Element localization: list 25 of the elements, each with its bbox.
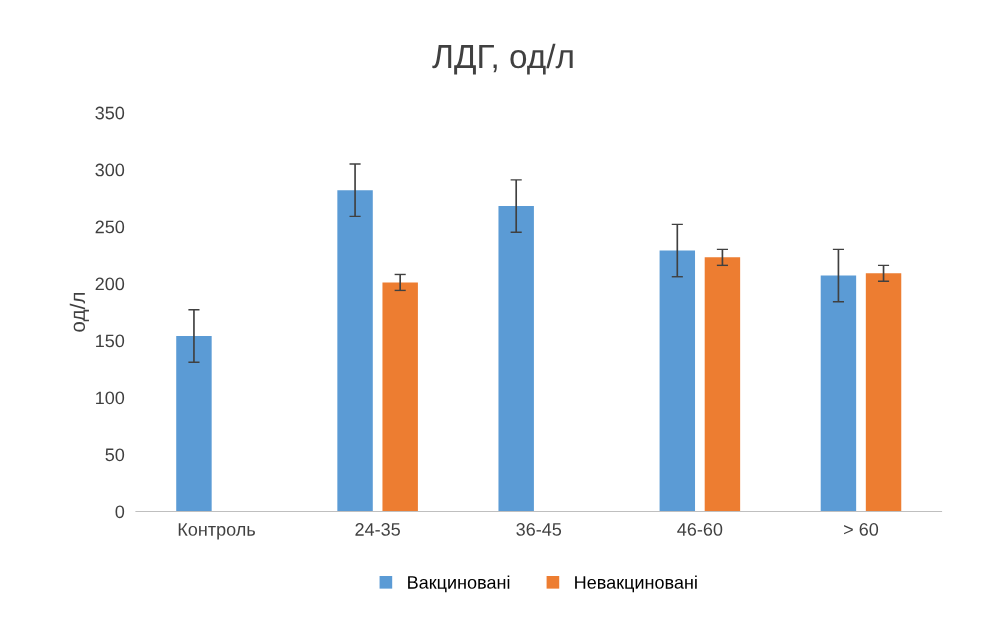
legend-label: Вакциновані xyxy=(408,575,510,593)
bar xyxy=(337,190,373,512)
bar xyxy=(704,257,741,512)
bar xyxy=(865,273,902,512)
y-tick-label: 50 xyxy=(105,448,125,462)
y-axis-title: од/л xyxy=(69,292,89,332)
bar xyxy=(382,282,418,512)
y-tick-label: 350 xyxy=(95,106,125,120)
chart-title: ЛДГ, од/л xyxy=(432,43,573,75)
y-tick-label: 100 xyxy=(96,391,125,405)
bar xyxy=(659,250,696,512)
y-tick-label: 250 xyxy=(95,220,125,234)
y-tick-label: 0 xyxy=(115,505,125,519)
bar xyxy=(498,206,534,512)
bar xyxy=(176,335,212,512)
x-tick-label: > 60 xyxy=(844,523,879,536)
bar xyxy=(820,275,857,512)
legend-label: Невакциновані xyxy=(575,575,697,593)
y-tick-label: 300 xyxy=(95,163,125,177)
x-tick-label: 36-45 xyxy=(516,523,562,536)
x-tick-label: 24-35 xyxy=(355,523,400,536)
x-tick-label: Контроль xyxy=(178,523,255,540)
x-tick-label: 46-60 xyxy=(677,523,723,536)
y-tick-label: 150 xyxy=(96,334,125,348)
y-tick-label: 200 xyxy=(95,277,125,291)
